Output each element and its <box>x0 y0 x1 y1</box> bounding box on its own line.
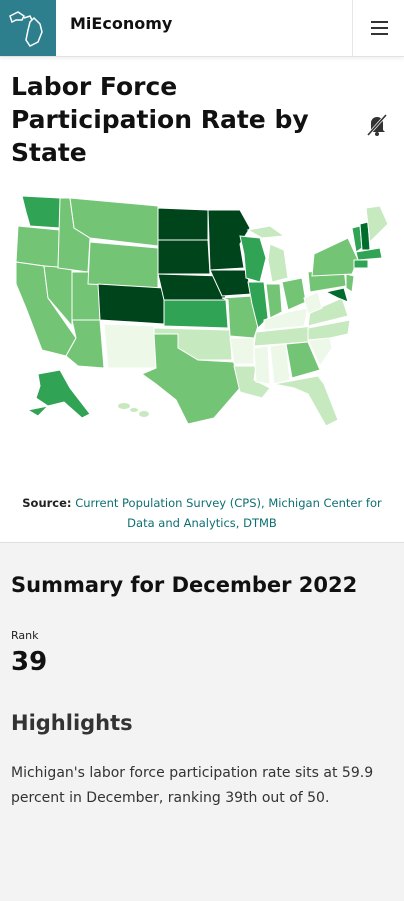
state-oregon <box>15 225 61 269</box>
state-west-virginia <box>303 291 323 315</box>
highlights-text: Michigan's labor force participation rat… <box>11 765 374 806</box>
state-north-dakota <box>157 207 209 241</box>
source-citation: Source: Current Population Survey (CPS),… <box>10 493 394 533</box>
state-hawaii <box>118 403 130 409</box>
us-choropleth-map[interactable] <box>8 188 394 433</box>
state-virginia <box>307 297 349 327</box>
state-montana <box>69 197 159 247</box>
rank-label: Rank <box>11 629 39 642</box>
state-north-carolina <box>307 319 351 341</box>
state-texas <box>140 333 241 425</box>
state-wyoming <box>87 241 159 289</box>
state-maryland <box>324 287 349 303</box>
rank-value: 39 <box>11 647 48 677</box>
highlights-title: Highlights <box>11 711 133 735</box>
summary-section: Summary for December 2022 Rank 39 Highli… <box>0 542 404 901</box>
hamburger-menu-icon <box>371 21 388 23</box>
state-alabama <box>269 343 291 385</box>
state-mississippi <box>253 345 271 385</box>
state-georgia <box>285 341 321 379</box>
state-maine <box>365 205 389 244</box>
michigan-logo-icon[interactable] <box>0 0 56 56</box>
state-alaska <box>35 369 91 419</box>
state-kentucky <box>263 307 309 331</box>
state-new-york <box>311 237 359 277</box>
state-washington <box>21 195 61 229</box>
menu-button[interactable] <box>352 0 404 56</box>
app-title[interactable]: MiEconomy <box>70 14 173 33</box>
state-massachusetts <box>355 247 383 261</box>
state-ohio <box>281 277 307 311</box>
app-header: MiEconomy <box>0 0 404 57</box>
state-michigan <box>267 243 289 283</box>
summary-title: Summary for December 2022 <box>11 573 358 597</box>
state-south-dakota <box>157 239 211 275</box>
state-new-jersey <box>345 273 355 293</box>
state-alaska-peninsula <box>26 405 50 417</box>
state-florida <box>273 375 339 427</box>
state-arkansas <box>229 337 255 365</box>
state-indiana <box>265 283 283 319</box>
bell-off-icon[interactable] <box>364 112 390 138</box>
state-new-mexico <box>103 323 157 369</box>
source-label: Source: <box>22 496 72 510</box>
state-colorado <box>97 283 165 325</box>
page-title: Labor Force Participation Rate by State <box>11 72 309 167</box>
state-michigan-upper <box>246 225 286 239</box>
menu-bar-bottom <box>371 33 388 35</box>
state-connecticut <box>353 259 369 269</box>
state-kansas <box>163 299 229 329</box>
state-illinois <box>247 281 269 329</box>
state-hawaii-3 <box>139 411 149 417</box>
source-link[interactable]: Current Population Survey (CPS), Michiga… <box>75 496 382 530</box>
menu-bar-middle <box>371 27 388 29</box>
state-hawaii-2 <box>130 408 138 412</box>
